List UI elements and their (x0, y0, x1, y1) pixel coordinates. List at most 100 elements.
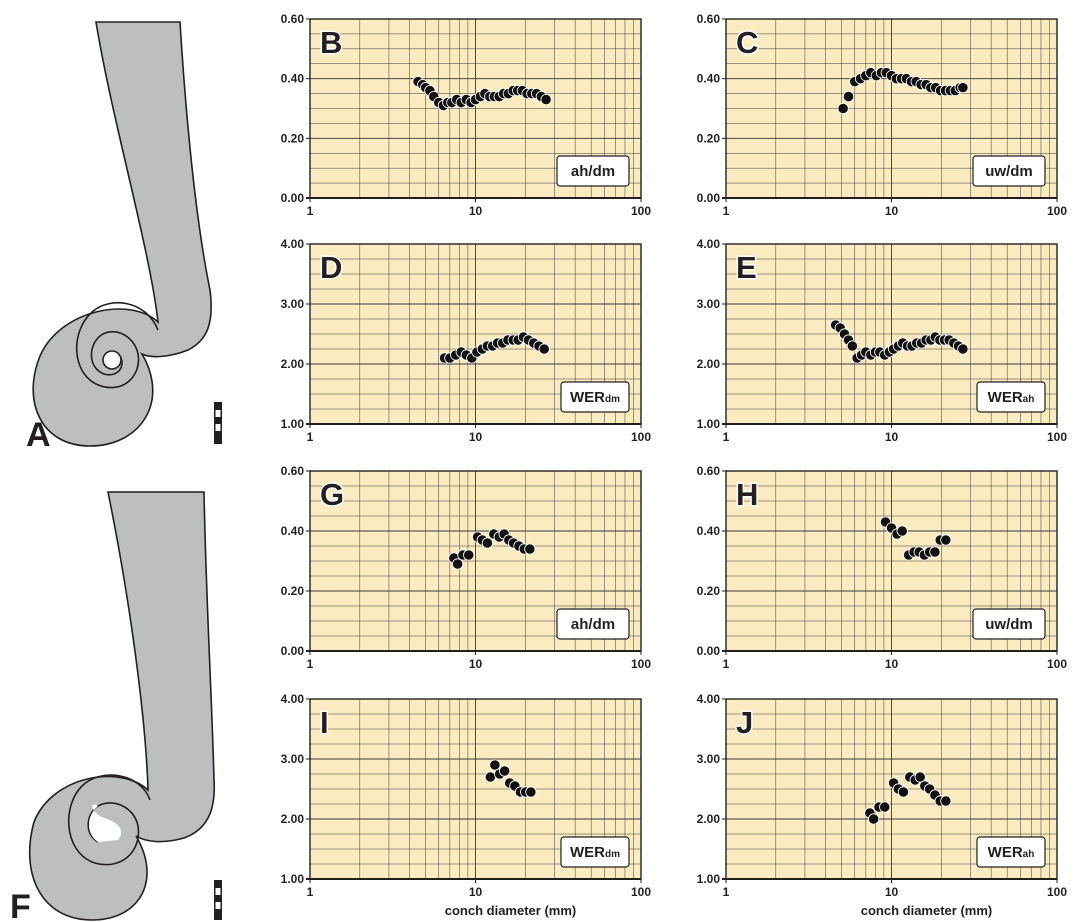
x-tick-label: 100 (631, 657, 651, 671)
ylabel-box (560, 381, 630, 413)
x-tick-label: 10 (885, 885, 899, 899)
y-tick-label: 0.00 (281, 191, 305, 205)
y-tick-label: 0.40 (281, 72, 305, 86)
panel-b: 0.00 0.20 0.40 0.60 1 10 100 Bah/dm (281, 12, 652, 218)
x-tick-label: 1 (307, 204, 314, 218)
ylabel-box (972, 608, 1046, 640)
figure-label-f: F (10, 888, 31, 922)
panel-i: 1.00 2.00 3.00 4.00 1 10 100 I WERdm conch diamet… (281, 692, 652, 918)
y-tick-label: 0.40 (281, 524, 305, 538)
panel-label: G (320, 477, 344, 512)
x-axis-title: conch diameter (mm) (445, 903, 576, 918)
y-tick-label: 0.40 (697, 524, 721, 538)
data-point (525, 786, 537, 798)
data-point (929, 546, 941, 558)
y-tick-label: 0.20 (697, 584, 721, 598)
shell-outline-a (32, 21, 212, 447)
data-point (481, 537, 493, 549)
data-point (452, 558, 464, 570)
x-tick-label: 10 (885, 204, 899, 218)
panel-label: C (736, 25, 758, 60)
x-tick-label: 100 (631, 885, 651, 899)
x-tick-label: 10 (469, 657, 483, 671)
x-tick-label: 1 (723, 657, 730, 671)
x-tick-label: 10 (469, 430, 483, 444)
scale-bar-a (214, 402, 222, 444)
ylabel-subscript: dm (605, 849, 620, 860)
x-tick-label: 1 (723, 204, 730, 218)
data-point (524, 543, 536, 555)
x-axis-title: conch diameter (mm) (861, 903, 992, 918)
y-tick-label: 1.00 (697, 872, 721, 886)
y-tick-label: 2.00 (697, 357, 721, 371)
y-tick-label: 0.00 (281, 644, 305, 658)
x-tick-label: 100 (1047, 430, 1067, 444)
y-tick-label: 4.00 (281, 237, 305, 251)
panel-g: 0.00 0.20 0.40 0.60 1 10 100 Gah/dm (281, 464, 652, 671)
figure-label-a: A (26, 416, 51, 454)
y-tick-label: 0.40 (697, 72, 721, 86)
ylabel-box (560, 836, 630, 868)
ylabel-text: WERah (988, 389, 1035, 406)
panel-label: B (320, 25, 342, 60)
y-tick-label: 0.60 (697, 464, 721, 478)
x-tick-label: 1 (307, 430, 314, 444)
data-point (489, 759, 501, 771)
ylabel-subscript: ah (1023, 394, 1035, 405)
x-tick-label: 100 (1047, 657, 1067, 671)
shell-outline-f (28, 491, 216, 921)
ylabel-text: WERah (988, 844, 1035, 861)
ylabel-text: WERdm (570, 389, 620, 406)
data-point (914, 771, 926, 783)
ylabel-box (972, 155, 1046, 187)
panel-d: 1.00 2.00 3.00 4.00 1 10 100 D WERdm (281, 237, 652, 444)
y-tick-label: 2.00 (697, 812, 721, 826)
y-tick-label: 3.00 (697, 297, 721, 311)
panel-label: H (736, 477, 758, 512)
ylabel-text: uw/dm (985, 616, 1033, 633)
y-tick-label: 2.00 (281, 812, 305, 826)
data-point (897, 786, 909, 798)
data-point (940, 795, 952, 807)
panel-label: D (320, 250, 342, 285)
data-point (463, 549, 475, 561)
ylabel-text: uw/dm (985, 163, 1033, 180)
data-point (879, 801, 891, 813)
scale-bar-f (214, 880, 222, 920)
data-point (540, 93, 552, 106)
y-tick-label: 4.00 (697, 237, 721, 251)
ylabel-box (976, 381, 1046, 413)
data-point (846, 340, 858, 352)
ylabel-box (976, 836, 1046, 868)
y-tick-label: 0.60 (281, 464, 305, 478)
data-point (538, 343, 550, 355)
y-tick-label: 4.00 (281, 692, 305, 706)
panel-label: E (736, 250, 757, 285)
data-point (957, 343, 969, 355)
panel-label: J (736, 705, 753, 740)
x-tick-label: 100 (1047, 885, 1067, 899)
panel-e: 1.00 2.00 3.00 4.00 1 10 100 E WERah (697, 237, 1068, 444)
y-tick-label: 3.00 (281, 297, 305, 311)
panel-c: 0.00 0.20 0.40 0.60 1 10 100 Cuw/dm (697, 12, 1068, 218)
y-tick-label: 0.00 (697, 644, 721, 658)
y-tick-label: 0.00 (697, 191, 721, 205)
data-point (957, 82, 969, 94)
x-tick-label: 100 (631, 430, 651, 444)
x-tick-label: 10 (885, 657, 899, 671)
y-tick-label: 0.20 (281, 584, 305, 598)
x-tick-label: 10 (469, 885, 483, 899)
x-tick-label: 100 (1047, 204, 1067, 218)
ylabel-subscript: dm (605, 394, 620, 405)
data-point (868, 813, 880, 825)
x-tick-label: 1 (723, 885, 730, 899)
data-point (499, 765, 511, 777)
y-tick-label: 2.00 (281, 357, 305, 371)
x-tick-label: 100 (631, 204, 651, 218)
y-tick-label: 0.60 (697, 12, 721, 26)
x-tick-label: 10 (885, 430, 899, 444)
panel-h: 0.00 0.20 0.40 0.60 1 10 100 Huw/dm (697, 464, 1068, 671)
panel-j: 1.00 2.00 3.00 4.00 1 10 100 J WERah conch diamet… (697, 692, 1068, 918)
y-tick-label: 4.00 (697, 692, 721, 706)
